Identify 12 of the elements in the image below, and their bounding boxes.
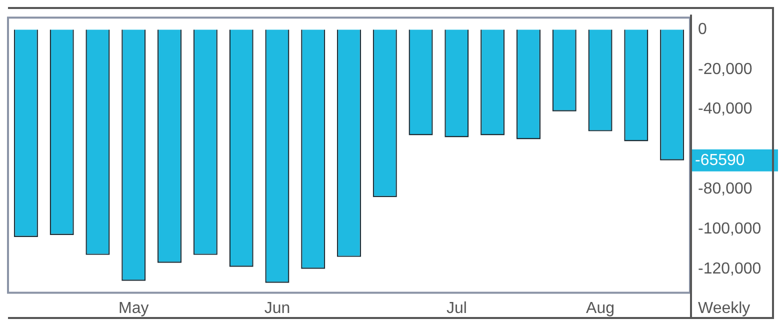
y-tick-label: -100,000 <box>698 220 762 238</box>
y-tick-label: -40,000 <box>698 100 752 118</box>
x-tick-label: May <box>118 300 149 317</box>
x-axis-title: Weekly <box>698 300 750 318</box>
x-tick-label: Jul <box>446 300 467 317</box>
y-tick-label: -120,000 <box>698 260 762 278</box>
x-tick-label: Jun <box>264 300 290 317</box>
x-tick-label: Aug <box>586 300 614 317</box>
text: -65590 <box>695 152 745 169</box>
y-tick-label: -20,000 <box>698 60 752 78</box>
y-tick-label: 0 <box>698 20 707 38</box>
y-tick-label: -80,000 <box>698 180 752 198</box>
